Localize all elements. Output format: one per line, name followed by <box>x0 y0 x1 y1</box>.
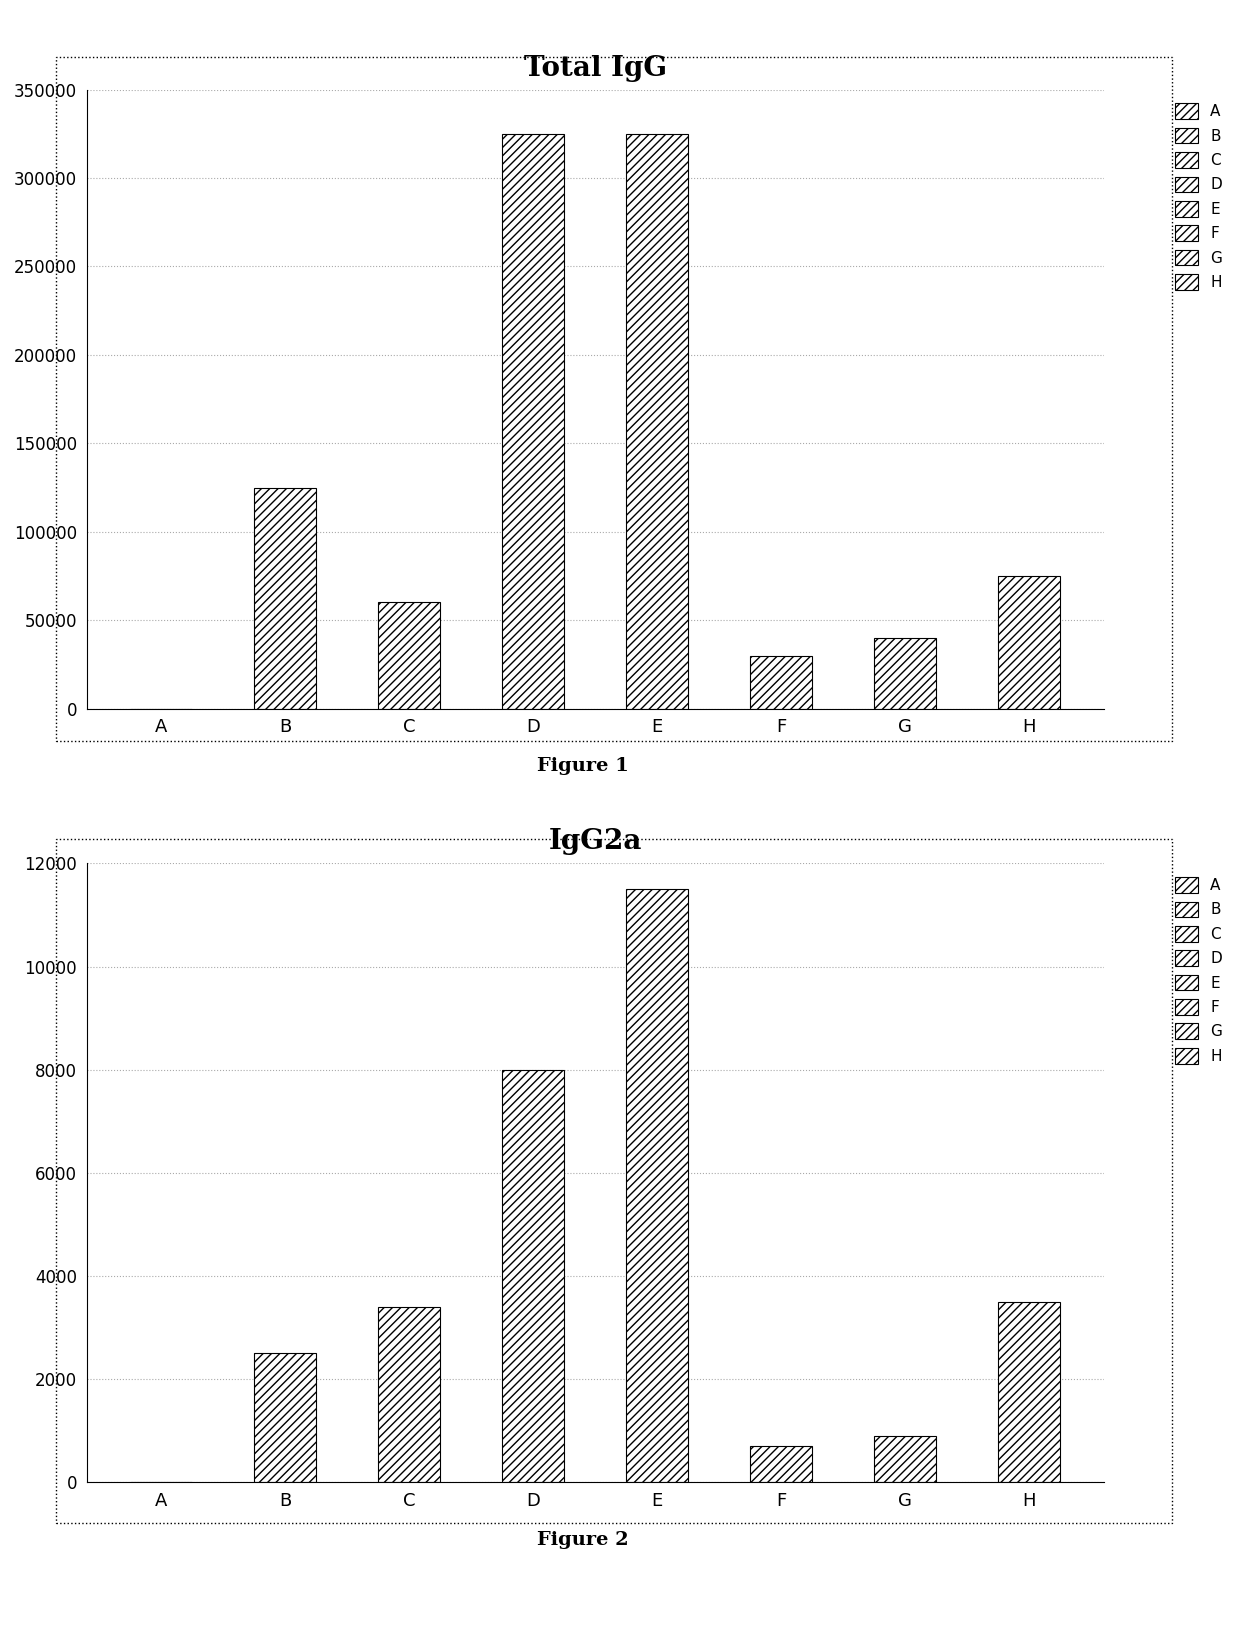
Bar <box>874 639 936 709</box>
Bar <box>626 889 688 1482</box>
Text: Figure 1: Figure 1 <box>537 757 629 775</box>
Legend: A, B, C, D, E, F, G, H: A, B, C, D, E, F, G, H <box>1169 872 1228 1070</box>
Bar <box>626 134 688 709</box>
Legend: A, B, C, D, E, F, G, H: A, B, C, D, E, F, G, H <box>1169 98 1228 296</box>
Bar <box>750 655 812 709</box>
Bar <box>750 1447 812 1482</box>
Bar <box>378 603 440 709</box>
Bar <box>874 1437 936 1482</box>
Title: Total IgG: Total IgG <box>523 55 667 81</box>
Bar <box>998 577 1060 709</box>
Bar <box>254 487 316 709</box>
Bar <box>254 1354 316 1482</box>
Bar <box>378 1306 440 1482</box>
Text: Figure 2: Figure 2 <box>537 1531 629 1549</box>
Title: IgG2a: IgG2a <box>548 829 642 855</box>
Bar <box>502 134 564 709</box>
Bar <box>502 1070 564 1482</box>
Bar <box>998 1302 1060 1482</box>
